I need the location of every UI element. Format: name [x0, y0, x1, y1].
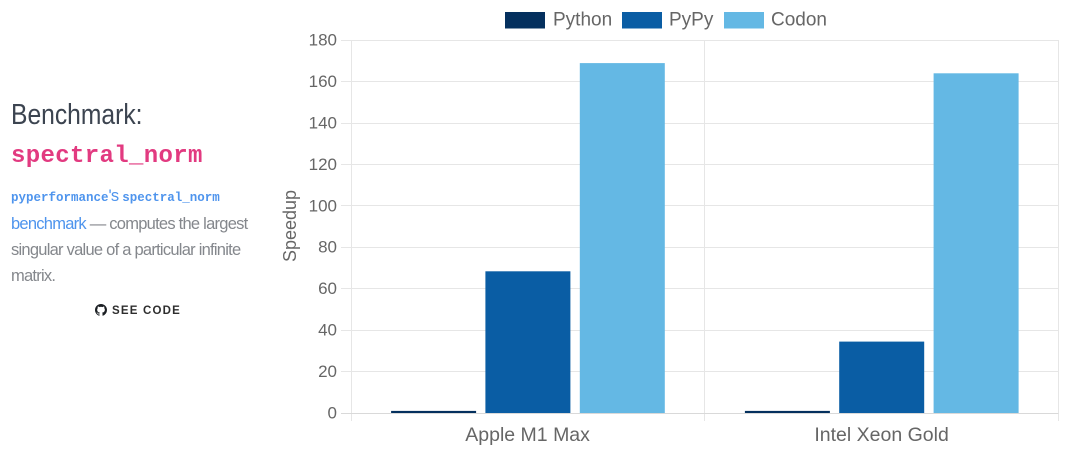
svg-text:40: 40	[318, 321, 337, 340]
svg-text:Codon: Codon	[771, 10, 827, 31]
svg-text:Apple M1 Max: Apple M1 Max	[465, 424, 590, 446]
svg-text:160: 160	[309, 72, 337, 91]
svg-text:0: 0	[328, 404, 337, 423]
svg-text:100: 100	[309, 196, 337, 215]
svg-text:Intel Xeon Gold: Intel Xeon Gold	[814, 424, 948, 446]
svg-text:Speedup: Speedup	[280, 190, 300, 262]
svg-text:180: 180	[309, 31, 337, 50]
svg-text:120: 120	[309, 155, 337, 174]
svg-text:20: 20	[318, 362, 337, 381]
svg-text:60: 60	[318, 279, 337, 298]
svg-text:PyPy: PyPy	[669, 10, 714, 31]
svg-text:Python: Python	[553, 10, 612, 31]
svg-text:80: 80	[318, 238, 337, 257]
svg-text:140: 140	[309, 113, 337, 132]
